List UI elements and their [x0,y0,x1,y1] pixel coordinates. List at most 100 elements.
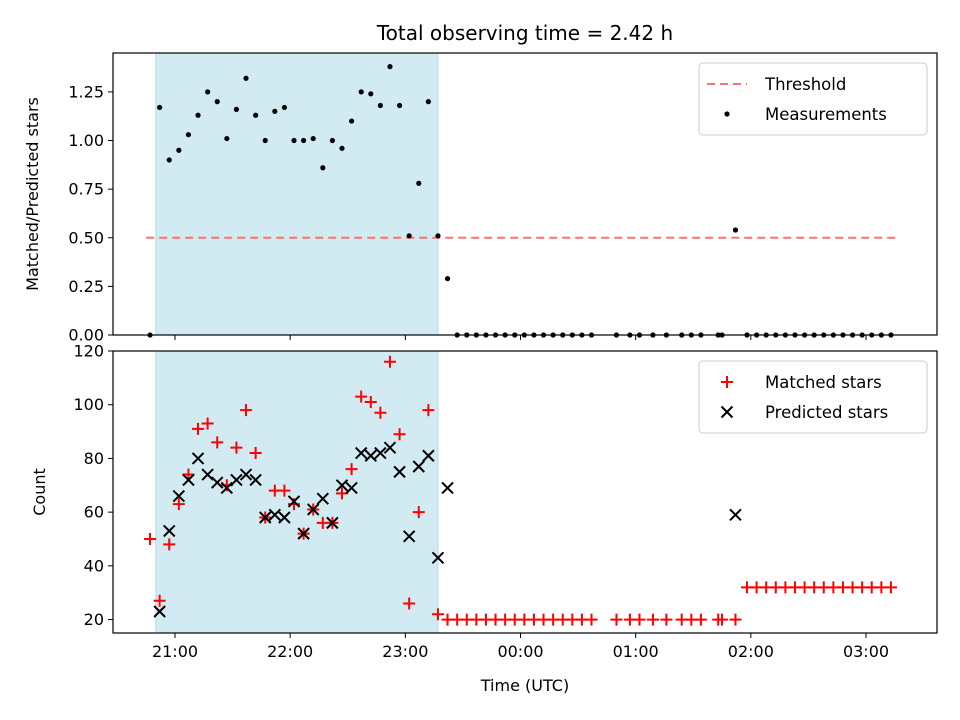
bottom-plot-frame [112,350,938,634]
legend-box [698,62,928,136]
top-y-axis-label: Matched/Predicted stars [23,97,42,291]
predicted-star-point [191,452,205,465]
matched-star-point [383,355,396,368]
matched-star-point [278,484,291,497]
predicted-star-point [268,508,282,522]
legend-measurement-swatch [724,111,730,117]
matched-star-point [172,498,185,511]
measurement-point [185,132,192,138]
measurement-point [272,108,278,114]
measurement-point [444,276,451,282]
matched-star-point [153,594,166,607]
matched-star-point [646,613,659,626]
bottom-series-predicted-stars [153,441,742,618]
predicted-star-point [374,446,387,460]
predicted-star-point [306,503,320,516]
predicted-star-point [335,479,349,492]
top-panel: 0.00 0.25 0.50 0.75 1.00 1.25 Matched/Predicte… [23,52,938,345]
measurement-point [205,89,211,95]
x-tick-label: 21:00 [152,642,198,661]
measurement-point [416,180,422,186]
x-tick-label: 02:00 [728,642,774,661]
predicted-star-point [431,551,445,565]
top-y-tick-label: 0.25 [68,277,104,296]
matched-star-point [431,608,444,621]
measurement-point [310,135,316,142]
predicted-star-point [172,489,186,503]
matched-star-point [694,613,707,626]
bottom-legend: Matched stars Predicted stars [698,360,928,434]
measurement-point [425,99,431,105]
x-tick-label: 23:00 [382,642,428,661]
top-observing-window [155,52,439,336]
matched-star-point [403,597,416,610]
measurement-point [435,233,441,239]
predicted-star-point [326,516,339,530]
measurement-point [358,89,364,95]
matched-star-point [660,613,673,626]
predicted-star-point [393,465,406,479]
measurement-point [732,227,739,233]
predicted-star-point [402,530,416,543]
matched-star-point [249,447,262,460]
x-tick-label: 03:00 [843,642,889,661]
predicted-star-point [278,511,291,524]
predicted-star-point [163,524,176,538]
matched-star-point [240,404,253,417]
measurement-point [396,102,403,109]
predicted-star-point [153,605,166,618]
matched-star-point [884,581,897,594]
measurement-point [166,157,172,163]
matched-star-point [192,422,205,435]
bottom-y-tick-label: 60 [84,503,104,522]
matched-star-point [230,441,243,454]
predicted-star-point [249,473,262,487]
matched-star-point [716,613,729,626]
bottom-y-tick-label: 100 [73,395,104,414]
x-tick-label: 00:00 [497,642,543,661]
measurement-point [339,145,345,151]
measurement-point [281,104,288,111]
top-legend: Threshold Measurements [698,62,928,136]
predicted-star-point [316,492,330,505]
bottom-observing-window [155,350,439,634]
measurement-point [243,75,249,81]
bottom-series-matched-stars [144,355,897,626]
measurement-point [224,135,230,142]
measurement-point [329,137,335,144]
measurement-point [157,104,163,111]
legend-label: Threshold [764,75,846,94]
predicted-star-point [729,508,742,522]
measurement-point [291,137,297,144]
measurement-point [176,147,182,153]
predicted-star-point [422,449,435,462]
predicted-star-point [383,441,397,454]
predicted-star-point [364,449,377,462]
measurement-point [195,112,201,118]
bottom-y-tick-label: 80 [84,449,104,468]
predicted-star-point [182,473,195,487]
measurement-point [262,137,268,144]
measurement-point [214,99,220,105]
matched-star-point [412,506,425,519]
matched-star-point [374,406,387,419]
matched-star-point [144,533,157,545]
matched-star-point [345,463,358,476]
measurement-point [377,102,383,109]
matched-star-point [585,613,598,626]
predicted-star-point [412,460,425,473]
bottom-y-axis-label: Count [30,468,49,516]
matched-star-point [201,417,214,430]
bottom-y-tick-label: 20 [84,610,104,629]
legend-label: Predicted stars [765,403,888,422]
legend-matched-swatch [721,376,733,388]
matched-star-point [163,538,176,551]
x-tick-label: 01:00 [613,642,659,661]
legend-predicted-swatch [720,405,734,419]
matched-star-point [422,404,435,417]
predicted-star-point [230,473,243,487]
x-tick-label: 22:00 [267,642,313,661]
predicted-star-point [239,468,253,481]
top-plot-frame [112,52,938,336]
matched-star-point [633,613,646,626]
